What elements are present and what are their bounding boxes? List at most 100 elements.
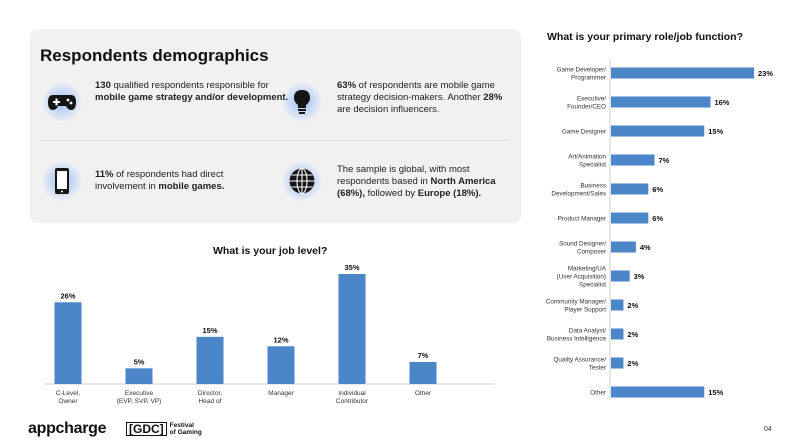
stat-highlight: mobile game strategy and/or development. bbox=[95, 92, 289, 103]
category-label: (EVP, SVP, VP) bbox=[117, 398, 162, 405]
stat-highlight: 130 bbox=[95, 80, 111, 91]
bar-value-label: 15% bbox=[708, 127, 723, 136]
bar-value-label: 6% bbox=[652, 185, 663, 194]
globe-icon bbox=[282, 161, 322, 201]
bar bbox=[338, 274, 366, 384]
bar-value-label: 5% bbox=[134, 357, 145, 366]
bar bbox=[611, 328, 624, 340]
bar-value-label: 2% bbox=[627, 330, 638, 339]
category-label: Owner bbox=[58, 398, 78, 405]
stat-global-sample: The sample is global, with most responde… bbox=[337, 164, 517, 200]
category-label: Sound Designer/ bbox=[559, 241, 606, 248]
category-label: Product Manager bbox=[558, 216, 606, 223]
category-label: Specialist bbox=[579, 282, 606, 289]
category-label: Founder/CEO bbox=[567, 104, 606, 111]
gdc-line1: Festival bbox=[169, 422, 194, 429]
bar-value-label: 12% bbox=[273, 335, 288, 344]
category-label: Executive/ bbox=[577, 96, 606, 103]
category-label: (User Acquisition) bbox=[557, 274, 606, 281]
page-number: 04 bbox=[764, 426, 772, 433]
bar bbox=[611, 96, 711, 108]
role-chart-title: What is your primary role/job function? bbox=[547, 31, 744, 43]
bar bbox=[267, 346, 295, 384]
stat-direct-involvement: 11% of respondents had direct involvemen… bbox=[95, 169, 255, 193]
stat-highlight: North America (68%), bbox=[337, 176, 496, 199]
bar bbox=[409, 362, 437, 384]
stat-text: of respondents had direct involvement in bbox=[95, 169, 224, 192]
category-label: Development/Sales bbox=[551, 191, 606, 198]
category-label: Specialist bbox=[579, 162, 606, 169]
gamepad-icon bbox=[42, 82, 82, 122]
category-label: Individual bbox=[338, 390, 366, 397]
card-divider bbox=[40, 140, 510, 141]
stat-text: of respondents are mobile game strategy … bbox=[337, 80, 495, 103]
stat-text: The sample is global, with most responde… bbox=[337, 164, 470, 187]
category-label: Community Manager/ bbox=[546, 299, 606, 306]
bar bbox=[611, 270, 630, 282]
bar-value-label: 15% bbox=[708, 388, 723, 397]
lightbulb-icon bbox=[282, 82, 322, 122]
bar bbox=[611, 125, 705, 137]
category-label: Data Analyst/ bbox=[569, 328, 606, 335]
job-level-chart-title: What is your job level? bbox=[213, 245, 328, 257]
bar-value-label: 4% bbox=[640, 243, 651, 252]
bar bbox=[611, 386, 705, 398]
category-label: Business Intelligence bbox=[547, 336, 607, 343]
bar-value-label: 7% bbox=[418, 351, 429, 360]
category-label: Programmer bbox=[571, 75, 606, 82]
gdc-mark: [GDC] bbox=[126, 422, 167, 436]
bar-value-label: 35% bbox=[344, 263, 359, 272]
category-label: Composer bbox=[577, 249, 606, 256]
job-level-chart: 26% C-Level,Owner 5% Executive(EVP, SVP, VP… bbox=[45, 263, 495, 405]
bar-value-label: 2% bbox=[627, 301, 638, 310]
category-label: Game Developer/ bbox=[557, 67, 607, 74]
category-label: Other bbox=[590, 390, 606, 397]
appcharge-logo: appcharge bbox=[28, 420, 107, 437]
category-label: Tester bbox=[589, 365, 606, 372]
bar-value-label: 3% bbox=[634, 272, 645, 281]
bar bbox=[611, 357, 624, 369]
gdc-text: Festival of Gaming bbox=[170, 422, 202, 436]
stat-highlight: 63% bbox=[337, 80, 357, 91]
stat-highlight: mobile games. bbox=[158, 181, 225, 192]
bar bbox=[611, 299, 624, 311]
gdc-logo: [GDC] Festival of Gaming bbox=[126, 422, 202, 436]
category-label: Contributor bbox=[336, 398, 369, 405]
category-label: Quality Assurance/ bbox=[554, 357, 607, 364]
bar-value-label: 16% bbox=[714, 98, 729, 107]
category-label: Director, bbox=[198, 390, 222, 397]
bar bbox=[54, 302, 82, 384]
smartphone-icon bbox=[42, 161, 82, 201]
bar bbox=[611, 67, 754, 79]
stat-text: followed by bbox=[364, 188, 418, 199]
gdc-line2: of Gaming bbox=[169, 429, 202, 436]
stat-highlight: Europe (18%). bbox=[417, 188, 482, 199]
stat-decision-makers: 63% of respondents are mobile game strat… bbox=[337, 80, 517, 116]
bar-value-label: 2% bbox=[627, 359, 638, 368]
bar bbox=[196, 336, 224, 384]
bar bbox=[611, 241, 636, 253]
stat-highlight: 28% bbox=[483, 92, 503, 103]
bar-value-label: 15% bbox=[202, 326, 217, 335]
bar-value-label: 7% bbox=[659, 156, 670, 165]
category-label: Executive bbox=[125, 390, 154, 397]
category-label: Game Designer bbox=[562, 129, 606, 136]
bar-value-label: 23% bbox=[758, 69, 773, 78]
demographics-title: Respondents demographics bbox=[40, 46, 269, 65]
category-label: Head of bbox=[199, 398, 222, 405]
category-label: Art/Animation bbox=[568, 154, 606, 161]
bar bbox=[611, 154, 655, 166]
stat-respondents: 130 qualified respondents responsible fo… bbox=[95, 80, 295, 104]
bar-value-label: 6% bbox=[652, 214, 663, 223]
stat-highlight: 11% bbox=[95, 169, 114, 180]
category-label: Business bbox=[580, 183, 606, 190]
bar bbox=[611, 183, 649, 195]
category-label: C-Level, bbox=[56, 390, 80, 397]
bar-value-label: 26% bbox=[60, 291, 75, 300]
category-label: Other bbox=[415, 390, 432, 397]
category-label: Marketing/UA bbox=[568, 266, 607, 273]
stat-text: are decision influencers. bbox=[337, 104, 440, 115]
bar bbox=[125, 368, 153, 384]
stat-text: qualified respondents responsible for bbox=[110, 80, 269, 91]
category-label: Manager bbox=[268, 390, 294, 397]
